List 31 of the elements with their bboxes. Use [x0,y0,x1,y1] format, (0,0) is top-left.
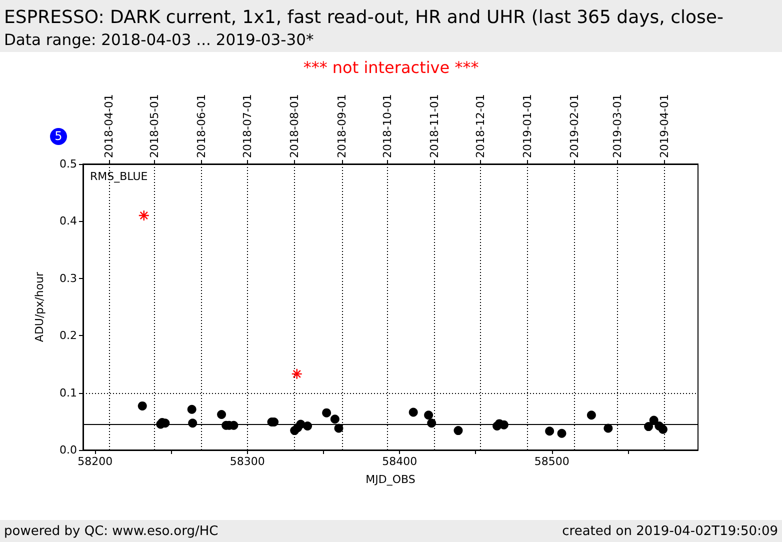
x2-tick-label: 2018-10-01 [380,94,394,158]
y-axis-title: ADU/px/hour [33,271,46,342]
x-axis-title: MJD_OBS [366,473,416,486]
x2-tick-label: 2018-07-01 [240,94,254,158]
chart-title: ESPRESSO: DARK current, 1x1, fast read-out, HR and UHR (last 365 days, close- [4,7,724,28]
x2-tick-label: 2018-04-01 [102,94,116,158]
y-tick-label: 0.4 [60,214,77,228]
y-tick-label: 0.0 [60,444,77,456]
text: powered by QC: www.eso.org/HC [4,524,218,539]
x-tick-label: 58500 [534,455,570,468]
text: created on 2019-04-02T19:50:09 [562,524,778,539]
x-tick-label: 58400 [382,455,418,468]
x2-tick-label: 2018-09-01 [335,94,348,158]
x2-tick-label: 2018-06-01 [195,94,208,158]
x2-tick-label: 2018-05-01 [148,94,162,158]
x-tick-label: 58200 [78,455,113,468]
y-tick-label: 0.2 [60,329,77,342]
y-tick-label: 0.5 [60,158,77,170]
chart-subtitle: Data range: 2018-04-03 ... 2019-03-30* [4,31,314,49]
y-tick-label: 0.1 [60,386,77,400]
x-tick-label: 58300 [230,455,265,468]
x2-tick-label: 2019-01-01 [521,94,534,158]
x2-tick-label: 2018-08-01 [288,94,302,158]
text: *** not interactive *** [302,58,480,77]
x2-tick-label: 2018-12-01 [474,94,487,158]
x2-tick-label: 2018-11-01 [428,94,442,158]
x2-tick-label: 2019-03-01 [610,94,624,158]
annotation: RMS_BLUE [90,170,148,183]
y-tick-label: 0.3 [60,272,77,285]
x2-tick-label: 2019-04-01 [658,94,672,158]
x2-tick-label: 2019-02-01 [568,94,582,158]
